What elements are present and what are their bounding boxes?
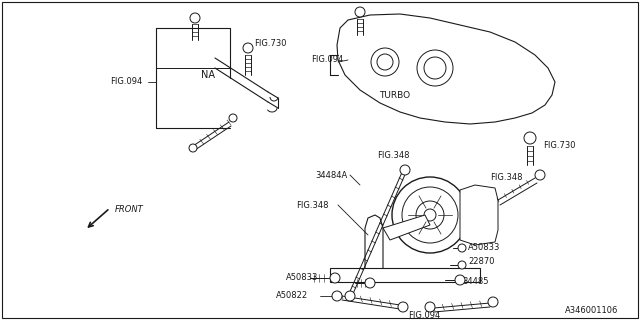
Circle shape bbox=[355, 7, 365, 17]
Text: FIG.348: FIG.348 bbox=[296, 201, 328, 210]
Text: FIG.094: FIG.094 bbox=[110, 77, 142, 86]
Text: FIG.094: FIG.094 bbox=[311, 55, 343, 65]
Text: FIG.730: FIG.730 bbox=[543, 140, 575, 149]
Circle shape bbox=[402, 187, 458, 243]
Polygon shape bbox=[365, 215, 383, 280]
Text: A50833: A50833 bbox=[468, 244, 500, 252]
Polygon shape bbox=[460, 185, 498, 245]
Circle shape bbox=[455, 275, 465, 285]
Polygon shape bbox=[383, 215, 430, 240]
Polygon shape bbox=[330, 268, 480, 282]
Circle shape bbox=[365, 278, 375, 288]
Text: FIG.348: FIG.348 bbox=[377, 150, 409, 159]
Circle shape bbox=[189, 144, 197, 152]
Circle shape bbox=[425, 302, 435, 312]
Text: NA: NA bbox=[201, 70, 215, 80]
Circle shape bbox=[345, 291, 355, 301]
Circle shape bbox=[392, 177, 468, 253]
Circle shape bbox=[535, 170, 545, 180]
Circle shape bbox=[398, 302, 408, 312]
Text: 34484A: 34484A bbox=[315, 171, 348, 180]
Text: 22870: 22870 bbox=[468, 258, 495, 267]
Circle shape bbox=[332, 291, 342, 301]
Text: FRONT: FRONT bbox=[115, 205, 144, 214]
Text: A346001106: A346001106 bbox=[565, 306, 618, 315]
Text: FIG.348: FIG.348 bbox=[490, 173, 522, 182]
Text: A50833: A50833 bbox=[286, 273, 318, 282]
Circle shape bbox=[458, 261, 466, 269]
Text: FIG.094: FIG.094 bbox=[408, 310, 440, 319]
Circle shape bbox=[524, 132, 536, 144]
Circle shape bbox=[458, 244, 466, 252]
Circle shape bbox=[488, 297, 498, 307]
Circle shape bbox=[416, 201, 444, 229]
Circle shape bbox=[424, 209, 436, 221]
Circle shape bbox=[330, 273, 340, 283]
Circle shape bbox=[190, 13, 200, 23]
Circle shape bbox=[400, 165, 410, 175]
Text: A50822: A50822 bbox=[276, 292, 308, 300]
Text: 34485: 34485 bbox=[462, 277, 488, 286]
Text: FIG.730: FIG.730 bbox=[254, 38, 287, 47]
Circle shape bbox=[243, 43, 253, 53]
Circle shape bbox=[229, 114, 237, 122]
Text: TURBO: TURBO bbox=[380, 91, 411, 100]
